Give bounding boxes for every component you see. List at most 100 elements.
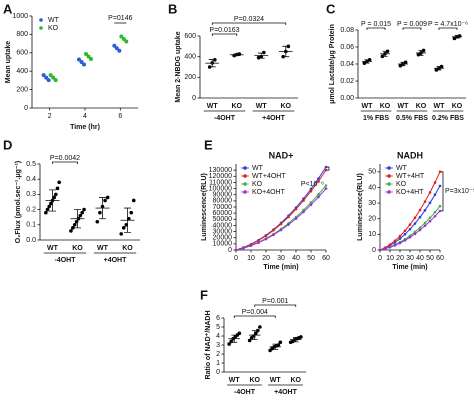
data-point (82, 207, 86, 212)
comparison-bracket (402, 27, 422, 30)
x-tick-label: KO (281, 103, 292, 110)
line-point (398, 234, 402, 238)
data-point (380, 54, 385, 59)
panel-label: E (204, 137, 213, 152)
data-point (398, 63, 403, 68)
annotation: P=3x10⁻⁵ (445, 188, 474, 195)
y-tick-label: 0.4 (26, 176, 36, 183)
annotation-bracket (327, 166, 330, 171)
legend-label: KO (48, 25, 59, 32)
group-label: 0.2% FBS (432, 115, 464, 122)
x-tick-label: 60 (436, 255, 444, 262)
data-point (52, 195, 56, 200)
x-tick-label: 40 (292, 255, 300, 262)
data-point (71, 226, 75, 230)
data-point (57, 180, 61, 185)
line-point (317, 179, 320, 183)
line-point (438, 184, 442, 188)
y-tick-label: 30 (368, 200, 376, 207)
data-point (47, 204, 51, 209)
data-point (262, 50, 266, 55)
line-point (398, 237, 402, 240)
error-bar (292, 336, 299, 343)
y-tick-label: 2 (216, 351, 220, 358)
data-point (55, 186, 60, 191)
line-point (428, 219, 432, 223)
y-axis-label: μmol Lactate/μg Protein (329, 24, 336, 104)
y-axis-label: Ratio of NAD⁺/NADH (205, 310, 212, 379)
line-point (234, 248, 238, 252)
scatter-point (119, 34, 124, 39)
line-point (388, 245, 392, 249)
y-tick-label: 0.08 (340, 27, 354, 34)
annotation: P=0.001 (262, 298, 288, 305)
line-point (249, 244, 253, 248)
data-point (299, 335, 303, 339)
data-point (452, 36, 457, 41)
line-point (378, 248, 382, 252)
y-tick-label: 3 (216, 342, 220, 349)
group-label: 1% FBS (363, 115, 389, 122)
x-tick-label: KO (232, 103, 243, 110)
x-tick-label: WT (362, 103, 374, 110)
line-point (317, 193, 320, 196)
y-tick-label: 0.2 (26, 206, 36, 213)
line-point (403, 229, 407, 233)
error-bar (272, 343, 279, 350)
y-tick-label: 90000 (213, 192, 233, 199)
scatter-point (46, 78, 51, 83)
y-axis-label: Luminescence(RLU) (357, 173, 364, 241)
line-point (408, 223, 412, 226)
scatter-point (86, 54, 91, 59)
y-tick-label: 0.06 (340, 44, 354, 51)
line-point (257, 241, 260, 245)
legend-label: KO (252, 181, 263, 188)
x-tick-label: KO (122, 245, 133, 252)
data-point (421, 48, 426, 53)
data-point (80, 210, 84, 215)
line-point (287, 215, 290, 219)
y-tick-label: 400 (16, 68, 28, 75)
line-point (294, 207, 298, 211)
y-tick-label: 0 (24, 105, 28, 112)
y-tick-label: 60000 (213, 210, 233, 217)
y-tick-label: 0.0 (26, 237, 36, 244)
line-point (324, 165, 328, 169)
line-point (413, 216, 417, 219)
annotation-bracket (441, 171, 444, 212)
y-tick-label: 100000 (209, 185, 232, 192)
y-tick-label: 20 (368, 216, 376, 223)
y-tick-label: 0 (216, 369, 220, 376)
y-tick-label: 130000 (209, 167, 232, 174)
scatter-point (79, 60, 84, 64)
x-tick-label: WT (47, 245, 59, 252)
group-label: -4OHT (214, 115, 236, 122)
y-tick-label: 0.1 (26, 222, 36, 229)
line-point (418, 215, 422, 219)
y-tick-label: 200 (16, 86, 28, 93)
x-axis-label: Time (hr) (70, 124, 100, 131)
line-point (413, 222, 417, 225)
annotation: P = 0.009 (397, 21, 427, 28)
y-tick-label: 40 (368, 184, 376, 191)
line-point (279, 228, 283, 232)
comparison-bracket (211, 22, 287, 25)
legend-marker (387, 174, 391, 178)
data-point (103, 198, 107, 203)
legend-label: KO (396, 181, 407, 188)
line-point (309, 203, 313, 207)
y-tick-label: 50000 (213, 216, 233, 223)
line-point (309, 201, 313, 204)
annotation: P=0.0042 (50, 155, 80, 162)
legend-marker (243, 174, 247, 178)
x-tick-label: 6 (118, 113, 122, 120)
line-point (413, 232, 417, 236)
line-point (403, 239, 407, 242)
x-tick-label: 60 (322, 255, 330, 262)
line-point (324, 184, 328, 187)
y-tick-label: 200 (184, 74, 196, 81)
data-point (44, 210, 48, 215)
line-point (428, 216, 432, 220)
x-tick-label: WT (207, 103, 219, 110)
